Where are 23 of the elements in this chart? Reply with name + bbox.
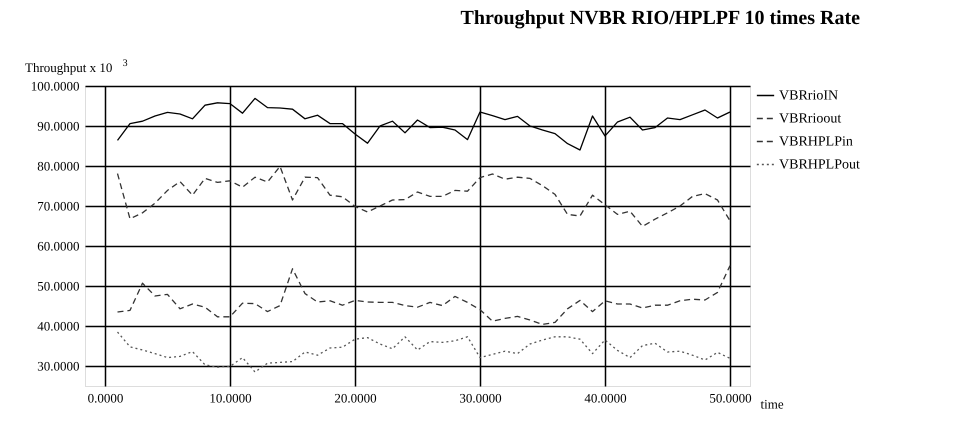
x-tick-label: 40.0000 xyxy=(584,390,627,406)
y-tick-label: 90.0000 xyxy=(37,118,80,134)
y-tick-label: 40.0000 xyxy=(37,318,80,334)
legend-label: VBRHPLPout xyxy=(779,158,860,172)
x-tick-label: 50.0000 xyxy=(709,390,752,406)
y-tick-label: 80.0000 xyxy=(37,158,80,174)
line-series xyxy=(116,331,731,373)
line-series xyxy=(116,264,731,326)
legend-label: VBRHPLPin xyxy=(779,134,853,150)
legend-label: VBRrioout xyxy=(779,112,842,126)
y-tick-label: 30.0000 xyxy=(37,358,80,374)
line-series xyxy=(116,166,731,228)
y-tick-label: 50.0000 xyxy=(37,278,80,294)
x-tick-label: 30.0000 xyxy=(459,390,502,406)
x-tick-label: 0.0000 xyxy=(88,390,124,406)
y-tick-label: 60.0000 xyxy=(37,238,80,254)
x-tick-label: 10.0000 xyxy=(209,390,252,406)
x-axis-title: time xyxy=(760,396,784,412)
y-tick-label: 70.0000 xyxy=(37,198,80,214)
x-tick-label: 20.0000 xyxy=(334,390,377,406)
y-tick-label: 100.0000 xyxy=(30,78,80,94)
legend-label: VBRrioIN xyxy=(779,88,838,104)
chart-title: Throughput NVBR RIO/HPLPF 10 times Rate xyxy=(460,7,860,29)
